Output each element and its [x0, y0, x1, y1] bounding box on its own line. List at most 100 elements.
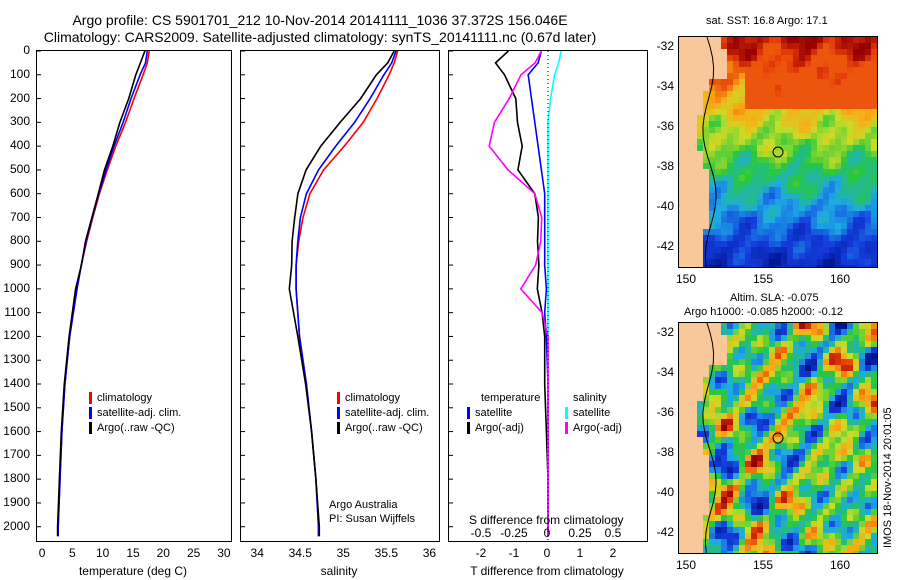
depth-tick: 1300 — [3, 352, 30, 367]
salinity-plot — [241, 51, 399, 537]
depth-tick: 100 — [9, 66, 30, 81]
annotation-argo-australia: Argo Australia — [329, 499, 398, 511]
temperature-diff-tick: 2 — [609, 546, 617, 560]
series-line-argo-raw-qc- — [288, 51, 395, 537]
depth-tick: 600 — [9, 185, 30, 200]
series-line-climatology — [295, 51, 399, 537]
salinity-diff-tick: 0.25 — [568, 526, 592, 540]
series-line-temperature-argo-adj- — [494, 51, 549, 537]
sla-lat-tick: -38 — [656, 445, 674, 459]
sla-lat-tick: -42 — [656, 525, 674, 539]
temperature-tick: 10 — [96, 546, 110, 560]
sst-lon-tick: 155 — [752, 272, 774, 286]
annotation-pi: PI: Susan Wijffels — [329, 513, 415, 525]
salinity-legend: climatology satellite-adj. clim. Argo(..… — [337, 391, 429, 436]
depth-tick: 1800 — [3, 471, 30, 486]
coastline — [702, 323, 717, 553]
temperature-diff-legend: temperature satellite Argo(-adj) — [467, 391, 540, 436]
salinity-diff-tick: -0.5 — [470, 526, 492, 540]
depth-tick: 1200 — [3, 328, 30, 343]
depth-tick: 2000 — [3, 518, 30, 533]
sst-lat-tick: -32 — [656, 39, 674, 53]
sst-lat-tick: -36 — [656, 119, 674, 133]
series-line-satellite-adj-clim- — [57, 51, 149, 537]
sst-lat-tick: -42 — [656, 239, 674, 253]
salinity-tick: 35.5 — [374, 546, 399, 560]
salinity-tick: 34.5 — [288, 546, 312, 560]
depth-tick: 900 — [9, 257, 30, 272]
depth-tick: 1900 — [3, 494, 30, 509]
sst-map-frame — [678, 36, 878, 268]
difference-plot-frame: temperature satellite Argo(-adj) salinit… — [448, 50, 648, 542]
temperature-tick: 0 — [38, 546, 46, 560]
depth-tick: 400 — [9, 138, 30, 153]
legend-item-t-satellite: satellite — [467, 406, 540, 421]
depth-tick: 300 — [9, 114, 30, 129]
temperature-diff-tick: -2 — [475, 546, 487, 560]
temperature-diff-tick: -1 — [508, 546, 520, 560]
salinity-axis-label: salinity — [320, 564, 358, 578]
temperature-legend: climatology satellite-adj. clim. Argo(..… — [89, 391, 181, 436]
temperature-plot-frame: climatology satellite-adj. clim. Argo(..… — [36, 50, 232, 542]
legend-item-climatology: climatology — [337, 391, 429, 406]
depth-tick: 1500 — [3, 399, 30, 414]
series-line-climatology — [57, 51, 150, 537]
depth-tick: 500 — [9, 161, 30, 176]
legend-item-s-satellite: satellite — [565, 406, 622, 421]
temperature-axis-label: temperature (deg C) — [78, 564, 188, 578]
temperature-tick: 25 — [186, 546, 201, 560]
salinity-plot-frame: climatology satellite-adj. clim. Argo(..… — [240, 50, 440, 542]
series-line-argo-raw-qc- — [56, 51, 146, 537]
sst-lon-tick: 160 — [829, 272, 851, 286]
sst-map — [679, 37, 877, 267]
temperature-diff-tick: 0 — [543, 546, 551, 560]
depth-tick: 200 — [9, 90, 30, 105]
sla-lat-tick: -40 — [656, 485, 674, 499]
temperature-diff-tick: 1 — [576, 546, 584, 560]
sla-lat-tick: -34 — [656, 365, 674, 379]
depth-tick: 0 — [23, 43, 30, 57]
salinity-diff-axis-label: S difference from climatology — [469, 513, 624, 527]
title-line-1: Argo profile: CS 5901701_212 10-Nov-2014… — [72, 12, 568, 28]
legend-item-argo: Argo(..raw -QC) — [89, 421, 181, 436]
sst-map-title: sat. SST: 16.8 Argo: 17.1 — [706, 15, 828, 27]
salinity-diff-legend: salinity satellite Argo(-adj) — [565, 391, 622, 436]
legend-item-satellite: satellite-adj. clim. — [337, 406, 429, 421]
depth-tick: 1700 — [3, 447, 30, 462]
salinity-diff-tick: -0.25 — [500, 526, 528, 540]
legend-item-climatology: climatology — [89, 391, 181, 406]
title-line-2: Climatology: CARS2009. Satellite-adjuste… — [43, 29, 597, 45]
argo-location-marker — [772, 432, 784, 444]
legend-item-satellite: satellite-adj. clim. — [89, 406, 181, 421]
depth-tick: 1100 — [4, 304, 30, 319]
sst-lon-tick: 150 — [675, 272, 697, 286]
imos-timestamp: IMOS 18-Nov-2014 20:01:05 — [882, 407, 894, 548]
sla-lon-tick: 150 — [675, 558, 697, 572]
series-line-salinity-satellite — [547, 51, 562, 537]
salinity-diff-tick: 0 — [543, 526, 551, 540]
salinity-tick: 35 — [336, 546, 350, 560]
legend-item-t-argo: Argo(-adj) — [467, 421, 540, 436]
sla-map-frame — [678, 322, 878, 554]
legend-item-s-argo: Argo(-adj) — [565, 421, 622, 436]
difference-plot — [449, 51, 562, 541]
series-line-satellite-adj-clim- — [295, 51, 397, 537]
sla-lat-tick: -32 — [656, 325, 674, 339]
sla-map-title-2: Argo h1000: -0.085 h2000: -0.12 — [684, 306, 844, 318]
coastline — [702, 37, 717, 267]
sla-lon-tick: 155 — [752, 558, 774, 572]
salinity-tick: 36 — [422, 546, 437, 560]
sst-lat-tick: -38 — [656, 159, 674, 173]
depth-tick: 1000 — [3, 280, 30, 295]
sst-lat-tick: -40 — [656, 199, 674, 213]
sst-lat-tick: -34 — [656, 79, 674, 93]
depth-tick: 1600 — [3, 423, 30, 438]
temperature-diff-axis-label: T difference from climatology — [470, 564, 624, 578]
sla-map — [679, 323, 877, 553]
depth-tick: 800 — [9, 233, 30, 248]
sla-lon-tick: 160 — [829, 558, 851, 572]
legend-heading-temperature: temperature — [481, 392, 541, 404]
salinity-tick: 34 — [250, 546, 264, 560]
depth-tick: 700 — [9, 209, 30, 224]
temperature-tick: 30 — [217, 546, 231, 560]
